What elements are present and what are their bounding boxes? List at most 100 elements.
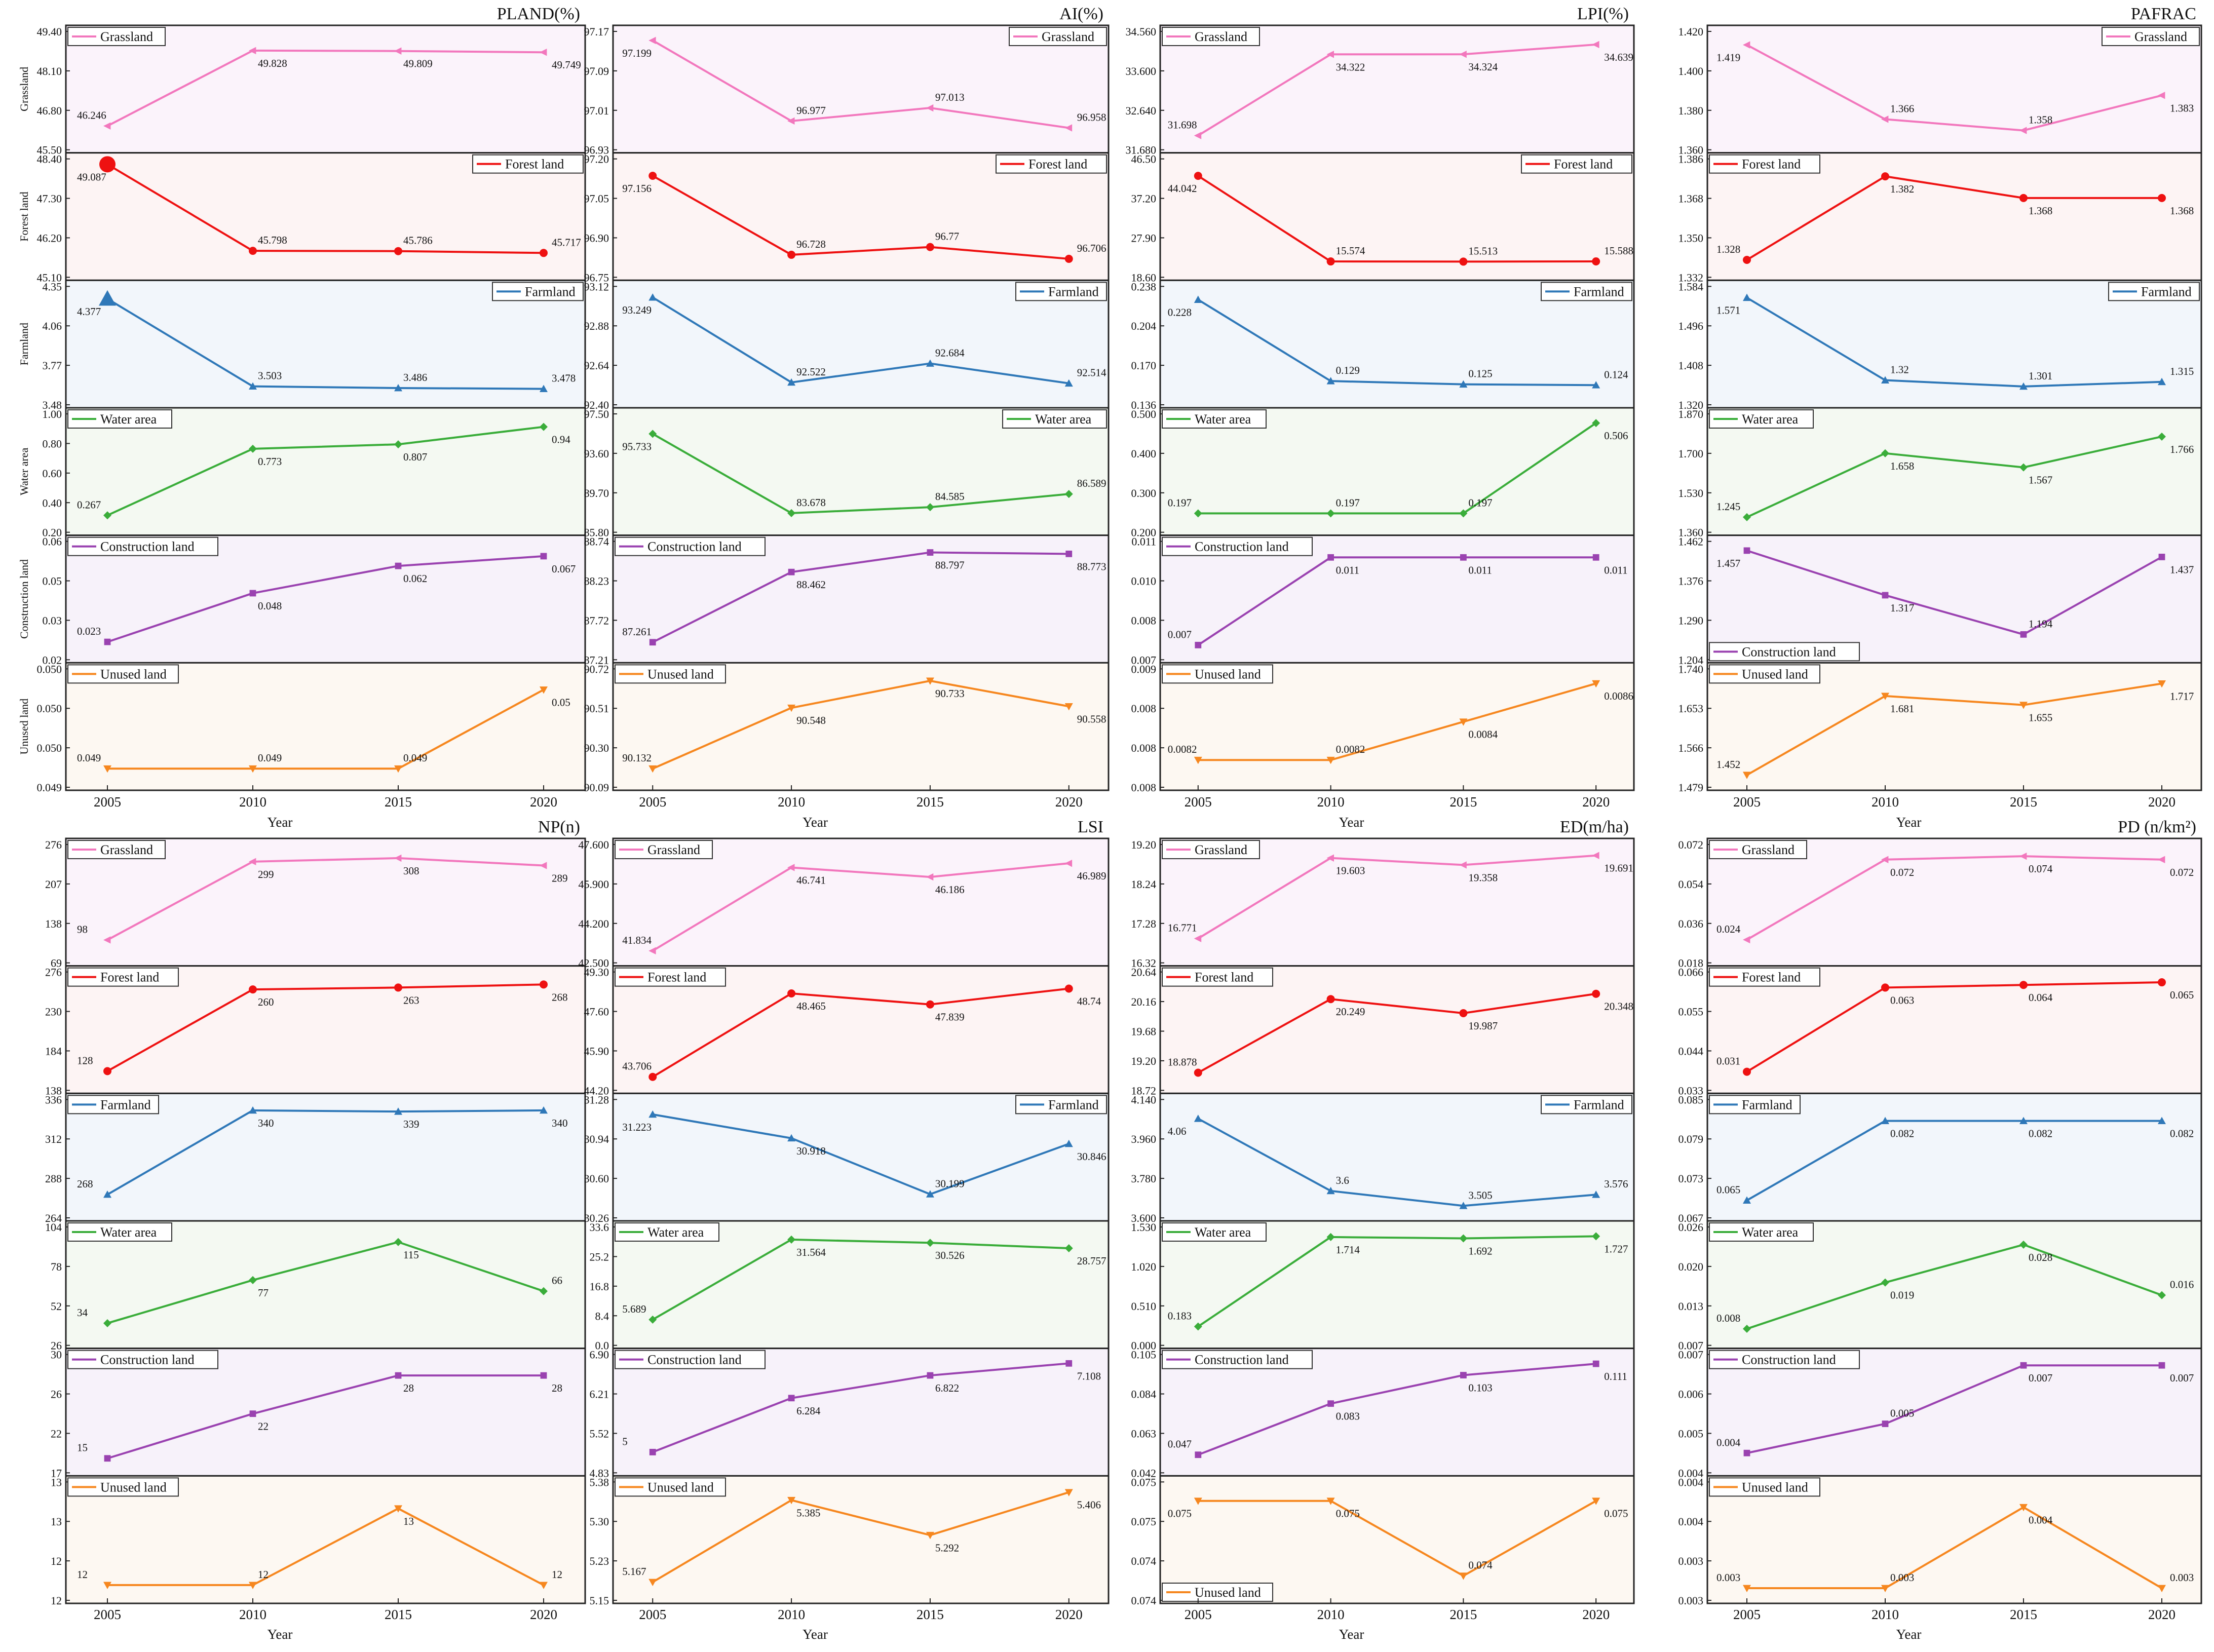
data-point <box>787 864 795 871</box>
y-tick-label: 0.004 <box>1678 1515 1704 1528</box>
y-tick-label: 5.15 <box>590 1594 609 1607</box>
y-tick-label: 0.80 <box>43 437 62 450</box>
data-point <box>2019 981 2028 989</box>
series-line-unused-land <box>107 688 544 770</box>
y-tick-label: 12 <box>51 1594 62 1607</box>
value-label: 0.016 <box>2170 1279 2194 1291</box>
data-point <box>394 1238 402 1246</box>
chart-title: ED(m/ha) <box>1560 818 1629 836</box>
value-label: 0.049 <box>403 752 427 764</box>
value-label: 84.585 <box>935 490 965 503</box>
data-point <box>540 385 548 392</box>
data-point <box>2020 1362 2027 1369</box>
y-tick-label: 1.376 <box>1678 575 1704 588</box>
y-tick-label: 0.300 <box>1131 487 1157 500</box>
panel-unused-land: 0.009 0.008 0.008 0.008 0.0082 0.0082 0.0084 0.… <box>1131 662 1635 794</box>
x-tick-label: 2010 <box>239 1607 266 1622</box>
panel-background <box>65 1348 586 1477</box>
value-label: 0.074 <box>2029 863 2053 875</box>
legend-label: Grassland <box>1042 29 1094 44</box>
series-line-farmland <box>1746 296 2162 388</box>
series-line-grassland <box>107 49 544 127</box>
panel-background <box>612 279 1110 409</box>
data-point <box>1743 41 1750 49</box>
data-point <box>1592 989 1600 998</box>
value-label: 0.023 <box>77 625 101 637</box>
data-point <box>1064 1489 1073 1496</box>
panel-background <box>612 407 1110 536</box>
data-point <box>1459 861 1467 869</box>
data-point <box>648 430 657 438</box>
panel-background <box>65 1475 586 1604</box>
series-line-water-area <box>1198 422 1597 515</box>
panel-background <box>1159 1092 1635 1222</box>
y-tick-label: 1.566 <box>1678 742 1704 754</box>
value-label: 48.74 <box>1077 995 1101 1008</box>
y-tick-label: 47.60 <box>584 1006 609 1018</box>
y-tick-label: 0.073 <box>1678 1172 1704 1185</box>
value-label: 5.689 <box>622 1303 646 1315</box>
y-tick-label: 6.21 <box>590 1388 609 1401</box>
panel-background <box>612 152 1110 281</box>
chart-title: AI(%) <box>1059 5 1103 23</box>
value-label: 1.301 <box>2029 370 2052 382</box>
y-tick-label: 0.011 <box>1131 535 1156 548</box>
y-tick-label: 0.079 <box>1678 1133 1704 1145</box>
chart-title: NP(n) <box>538 818 580 836</box>
value-label: 339 <box>403 1118 419 1130</box>
value-label: 1.368 <box>2170 205 2194 217</box>
chart-lsi: LSI47.60045.90044.20042.50041.83446.7414… <box>579 818 1110 1642</box>
data-point <box>1743 1449 1750 1456</box>
chart-title: LPI(%) <box>1577 5 1629 23</box>
value-label: 49.828 <box>258 57 287 69</box>
value-label: 22 <box>258 1420 269 1433</box>
y-tick-label: 1.204 <box>1678 654 1704 666</box>
y-tick-label: 0.036 <box>1678 917 1704 930</box>
y-tick-label: 0.20 <box>43 526 62 539</box>
y-tick-label: 12 <box>51 1555 62 1567</box>
data-point <box>926 1531 934 1540</box>
panel-water-area: 104 78 52 26 34 77 115 66 Water area <box>45 1220 586 1352</box>
value-label: 1.194 <box>2029 618 2053 630</box>
y-tick-label: 0.105 <box>1131 1349 1157 1361</box>
panel-grassland: 0.072 0.054 0.036 0.018 0.024 0.072 0.074 0.072… <box>1678 837 2202 970</box>
data-point <box>1194 509 1202 518</box>
legend-unused-land: Unused land <box>67 1477 179 1497</box>
y-tick-label: 0.136 <box>1131 399 1157 411</box>
y-tick-label: 89.70 <box>584 487 609 500</box>
y-tick-label: 1.00 <box>43 408 62 420</box>
legend-grassland: Grassland <box>1162 27 1260 46</box>
value-label: 268 <box>77 1178 93 1190</box>
legend-label: Water area <box>1195 1225 1251 1240</box>
data-point <box>1326 509 1335 518</box>
data-point <box>1327 554 1334 561</box>
value-label: 19.987 <box>1468 1020 1498 1032</box>
value-label: 49.749 <box>552 59 581 71</box>
data-point <box>540 686 548 694</box>
y-tick-label: 97.17 <box>584 25 609 38</box>
data-point <box>1459 1572 1468 1580</box>
y-tick-label: 0.0 <box>595 1339 609 1352</box>
legend-construction-land: Construction land <box>1162 1350 1313 1369</box>
data-point <box>2158 680 2166 688</box>
data-point <box>540 1106 548 1114</box>
legend-farmland: Farmland <box>1015 1095 1107 1115</box>
value-label: 0.197 <box>1468 496 1492 509</box>
value-label: 0.072 <box>2170 866 2194 878</box>
data-point <box>926 677 934 685</box>
data-point <box>2020 631 2027 638</box>
data-point <box>395 562 402 569</box>
y-tick-label: 0.055 <box>1678 1006 1704 1018</box>
chart-title: PAFRAC <box>2131 5 2196 23</box>
y-tick-label: 92.64 <box>584 359 609 372</box>
value-label: 0.049 <box>77 752 101 764</box>
panel-grassland: 276 207 138 69 98 299 308 289 Grassland <box>45 837 586 970</box>
value-label: 5 <box>622 1435 628 1447</box>
row-label-forest-land: Forest land <box>18 191 30 241</box>
y-tick-label: 3.600 <box>1131 1212 1157 1224</box>
data-point <box>2158 1362 2165 1369</box>
y-tick-label: 18.24 <box>1131 878 1157 891</box>
series-line-construction-land <box>1198 1363 1596 1456</box>
x-tick-label: 2020 <box>530 1607 557 1622</box>
legend-label: Construction land <box>1742 1353 1836 1367</box>
